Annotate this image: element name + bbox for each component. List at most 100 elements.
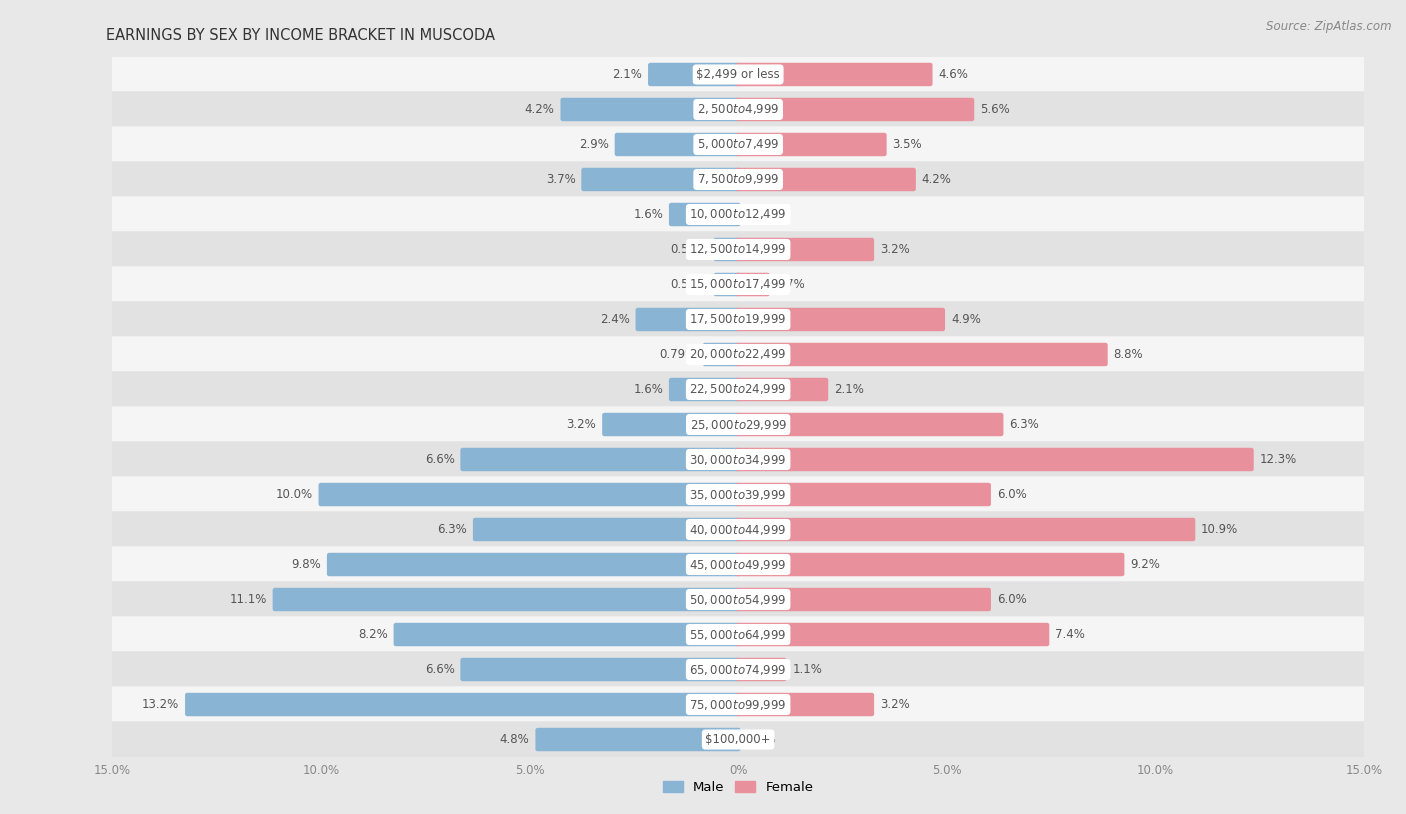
Text: 10.9%: 10.9% [1201, 523, 1239, 536]
Text: $17,500 to $19,999: $17,500 to $19,999 [689, 313, 787, 326]
Text: 12.3%: 12.3% [1260, 453, 1296, 466]
Legend: Male, Female: Male, Female [658, 776, 818, 799]
Text: Source: ZipAtlas.com: Source: ZipAtlas.com [1267, 20, 1392, 33]
Text: $7,500 to $9,999: $7,500 to $9,999 [697, 173, 779, 186]
Text: 8.2%: 8.2% [359, 628, 388, 641]
Text: 6.3%: 6.3% [1010, 418, 1039, 431]
FancyBboxPatch shape [460, 658, 741, 681]
FancyBboxPatch shape [735, 448, 1254, 471]
FancyBboxPatch shape [326, 553, 741, 576]
Text: 10.0%: 10.0% [276, 488, 312, 501]
FancyBboxPatch shape [111, 651, 1365, 688]
Text: $55,000 to $64,999: $55,000 to $64,999 [689, 628, 787, 641]
FancyBboxPatch shape [735, 238, 875, 261]
Text: $2,500 to $4,999: $2,500 to $4,999 [697, 103, 779, 116]
FancyBboxPatch shape [111, 161, 1365, 198]
FancyBboxPatch shape [111, 511, 1365, 548]
FancyBboxPatch shape [602, 413, 741, 436]
Text: 6.3%: 6.3% [437, 523, 467, 536]
FancyBboxPatch shape [111, 476, 1365, 513]
Text: $75,000 to $99,999: $75,000 to $99,999 [689, 698, 787, 711]
Text: $40,000 to $44,999: $40,000 to $44,999 [689, 523, 787, 536]
Text: 2.1%: 2.1% [834, 383, 863, 396]
FancyBboxPatch shape [735, 413, 1004, 436]
FancyBboxPatch shape [111, 91, 1365, 128]
FancyBboxPatch shape [614, 133, 741, 156]
FancyBboxPatch shape [111, 301, 1365, 338]
Text: 3.2%: 3.2% [880, 243, 910, 256]
Text: 9.2%: 9.2% [1130, 558, 1160, 571]
FancyBboxPatch shape [111, 406, 1365, 443]
Text: $22,500 to $24,999: $22,500 to $24,999 [689, 383, 787, 396]
FancyBboxPatch shape [713, 238, 741, 261]
FancyBboxPatch shape [111, 336, 1365, 373]
FancyBboxPatch shape [186, 693, 741, 716]
FancyBboxPatch shape [735, 553, 1125, 576]
Text: $30,000 to $34,999: $30,000 to $34,999 [689, 453, 787, 466]
FancyBboxPatch shape [273, 588, 741, 611]
FancyBboxPatch shape [735, 273, 770, 296]
Text: 11.1%: 11.1% [229, 593, 267, 606]
Text: 0.53%: 0.53% [671, 243, 707, 256]
Text: 4.9%: 4.9% [950, 313, 981, 326]
Text: $15,000 to $17,499: $15,000 to $17,499 [689, 278, 787, 291]
FancyBboxPatch shape [735, 693, 875, 716]
Text: 9.8%: 9.8% [291, 558, 321, 571]
Text: $10,000 to $12,499: $10,000 to $12,499 [689, 208, 787, 221]
Text: $5,000 to $7,499: $5,000 to $7,499 [697, 138, 779, 151]
Text: 1.6%: 1.6% [633, 208, 664, 221]
FancyBboxPatch shape [735, 98, 974, 121]
FancyBboxPatch shape [536, 728, 741, 751]
FancyBboxPatch shape [111, 196, 1365, 233]
Text: 8.8%: 8.8% [1114, 348, 1143, 361]
Text: 2.4%: 2.4% [600, 313, 630, 326]
Text: $65,000 to $74,999: $65,000 to $74,999 [689, 663, 787, 676]
Text: 7.4%: 7.4% [1054, 628, 1085, 641]
Text: $50,000 to $54,999: $50,000 to $54,999 [689, 593, 787, 606]
Text: 4.2%: 4.2% [524, 103, 554, 116]
FancyBboxPatch shape [669, 203, 741, 226]
Text: 0.53%: 0.53% [671, 278, 707, 291]
Text: 4.6%: 4.6% [938, 68, 969, 81]
Text: 1.6%: 1.6% [633, 383, 664, 396]
FancyBboxPatch shape [111, 231, 1365, 268]
FancyBboxPatch shape [735, 168, 915, 191]
FancyBboxPatch shape [111, 546, 1365, 583]
FancyBboxPatch shape [581, 168, 741, 191]
Text: 0.7%: 0.7% [776, 278, 806, 291]
Text: 6.6%: 6.6% [425, 663, 454, 676]
Text: 6.0%: 6.0% [997, 488, 1026, 501]
FancyBboxPatch shape [735, 623, 1049, 646]
Text: EARNINGS BY SEX BY INCOME BRACKET IN MUSCODA: EARNINGS BY SEX BY INCOME BRACKET IN MUS… [107, 28, 495, 43]
Text: 4.8%: 4.8% [501, 733, 530, 746]
FancyBboxPatch shape [460, 448, 741, 471]
FancyBboxPatch shape [735, 483, 991, 506]
Text: 13.2%: 13.2% [142, 698, 179, 711]
Text: 3.2%: 3.2% [880, 698, 910, 711]
Text: $25,000 to $29,999: $25,000 to $29,999 [689, 418, 787, 431]
FancyBboxPatch shape [111, 371, 1365, 408]
FancyBboxPatch shape [735, 588, 991, 611]
Text: $45,000 to $49,999: $45,000 to $49,999 [689, 558, 787, 571]
FancyBboxPatch shape [111, 721, 1365, 758]
FancyBboxPatch shape [703, 343, 741, 366]
FancyBboxPatch shape [111, 441, 1365, 478]
FancyBboxPatch shape [735, 133, 887, 156]
FancyBboxPatch shape [735, 658, 786, 681]
FancyBboxPatch shape [111, 686, 1365, 723]
Text: 4.2%: 4.2% [922, 173, 952, 186]
FancyBboxPatch shape [111, 266, 1365, 303]
Text: 6.0%: 6.0% [997, 593, 1026, 606]
FancyBboxPatch shape [636, 308, 741, 331]
Text: 2.1%: 2.1% [613, 68, 643, 81]
FancyBboxPatch shape [111, 581, 1365, 618]
Text: $12,500 to $14,999: $12,500 to $14,999 [689, 243, 787, 256]
FancyBboxPatch shape [111, 56, 1365, 93]
Text: 3.7%: 3.7% [546, 173, 575, 186]
FancyBboxPatch shape [669, 378, 741, 401]
Text: $35,000 to $39,999: $35,000 to $39,999 [689, 488, 787, 501]
FancyBboxPatch shape [735, 63, 932, 86]
FancyBboxPatch shape [735, 343, 1108, 366]
FancyBboxPatch shape [735, 378, 828, 401]
FancyBboxPatch shape [111, 126, 1365, 163]
